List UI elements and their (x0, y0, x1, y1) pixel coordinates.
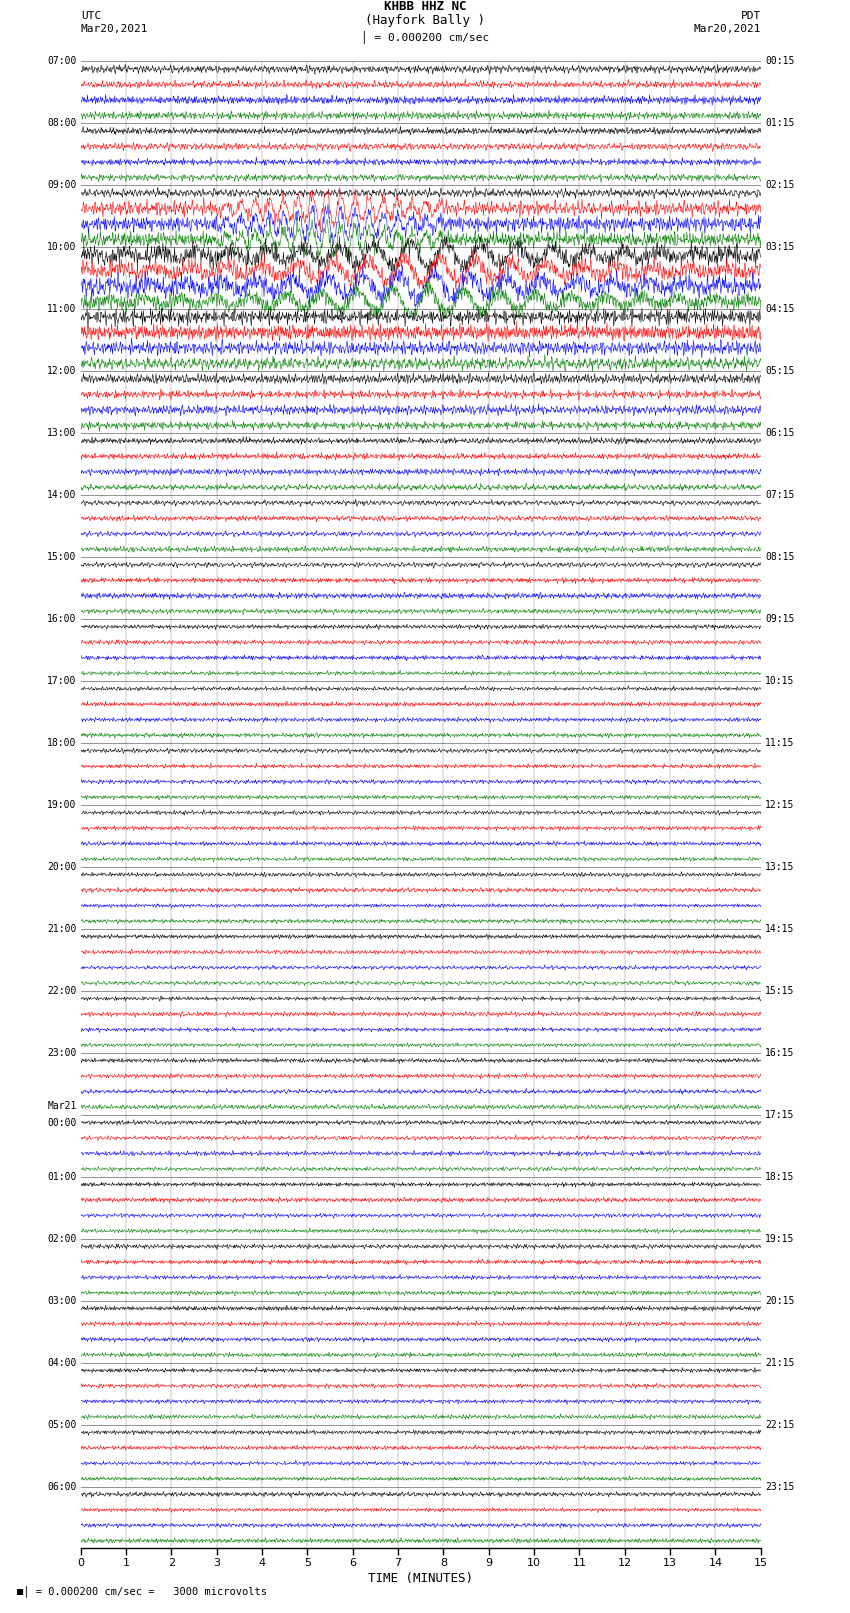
Text: 12:00: 12:00 (47, 366, 76, 376)
Text: 02:00: 02:00 (47, 1234, 76, 1244)
Text: 12:15: 12:15 (765, 800, 795, 810)
Text: 07:15: 07:15 (765, 490, 795, 500)
Text: 18:00: 18:00 (47, 737, 76, 748)
Text: 05:00: 05:00 (47, 1419, 76, 1429)
X-axis label: TIME (MINUTES): TIME (MINUTES) (368, 1573, 473, 1586)
Text: 03:15: 03:15 (765, 242, 795, 252)
Text: PDT: PDT (740, 11, 761, 21)
Text: Mar20,2021: Mar20,2021 (694, 24, 761, 34)
Text: 09:15: 09:15 (765, 615, 795, 624)
Text: 19:15: 19:15 (765, 1234, 795, 1244)
Text: 07:00: 07:00 (47, 56, 76, 66)
Text: 21:15: 21:15 (765, 1358, 795, 1368)
Text: │ = 0.000200 cm/sec: │ = 0.000200 cm/sec (361, 31, 489, 44)
Text: 22:00: 22:00 (47, 986, 76, 995)
Text: 14:15: 14:15 (765, 924, 795, 934)
Text: 04:15: 04:15 (765, 305, 795, 315)
Text: (Hayfork Bally ): (Hayfork Bally ) (365, 15, 485, 27)
Text: 11:15: 11:15 (765, 737, 795, 748)
Text: 18:15: 18:15 (765, 1171, 795, 1182)
Text: Mar20,2021: Mar20,2021 (81, 24, 148, 34)
Text: 10:15: 10:15 (765, 676, 795, 686)
Text: 17:15: 17:15 (765, 1110, 795, 1119)
Text: 16:00: 16:00 (47, 615, 76, 624)
Text: 09:00: 09:00 (47, 181, 76, 190)
Text: 21:00: 21:00 (47, 924, 76, 934)
Text: UTC: UTC (81, 11, 101, 21)
Text: 17:00: 17:00 (47, 676, 76, 686)
Text: 00:00: 00:00 (47, 1118, 76, 1127)
Text: 03:00: 03:00 (47, 1295, 76, 1305)
Text: 00:15: 00:15 (765, 56, 795, 66)
Text: KHBB HHZ NC: KHBB HHZ NC (383, 0, 467, 13)
Text: 13:15: 13:15 (765, 861, 795, 873)
Text: 20:00: 20:00 (47, 861, 76, 873)
Text: 13:00: 13:00 (47, 427, 76, 439)
Text: 11:00: 11:00 (47, 305, 76, 315)
Text: 22:15: 22:15 (765, 1419, 795, 1429)
Text: 20:15: 20:15 (765, 1295, 795, 1305)
Text: 01:00: 01:00 (47, 1171, 76, 1182)
Text: 14:00: 14:00 (47, 490, 76, 500)
Text: 19:00: 19:00 (47, 800, 76, 810)
Text: 15:00: 15:00 (47, 552, 76, 561)
Text: 06:00: 06:00 (47, 1481, 76, 1492)
Text: 23:15: 23:15 (765, 1481, 795, 1492)
Text: ■│ = 0.000200 cm/sec =   3000 microvolts: ■│ = 0.000200 cm/sec = 3000 microvolts (17, 1586, 267, 1597)
Text: 10:00: 10:00 (47, 242, 76, 252)
Text: Mar21: Mar21 (47, 1102, 76, 1111)
Text: 05:15: 05:15 (765, 366, 795, 376)
Text: 01:15: 01:15 (765, 118, 795, 129)
Text: 15:15: 15:15 (765, 986, 795, 995)
Text: 16:15: 16:15 (765, 1048, 795, 1058)
Text: 08:00: 08:00 (47, 118, 76, 129)
Text: 06:15: 06:15 (765, 427, 795, 439)
Text: 02:15: 02:15 (765, 181, 795, 190)
Text: 23:00: 23:00 (47, 1048, 76, 1058)
Text: 08:15: 08:15 (765, 552, 795, 561)
Text: 04:00: 04:00 (47, 1358, 76, 1368)
